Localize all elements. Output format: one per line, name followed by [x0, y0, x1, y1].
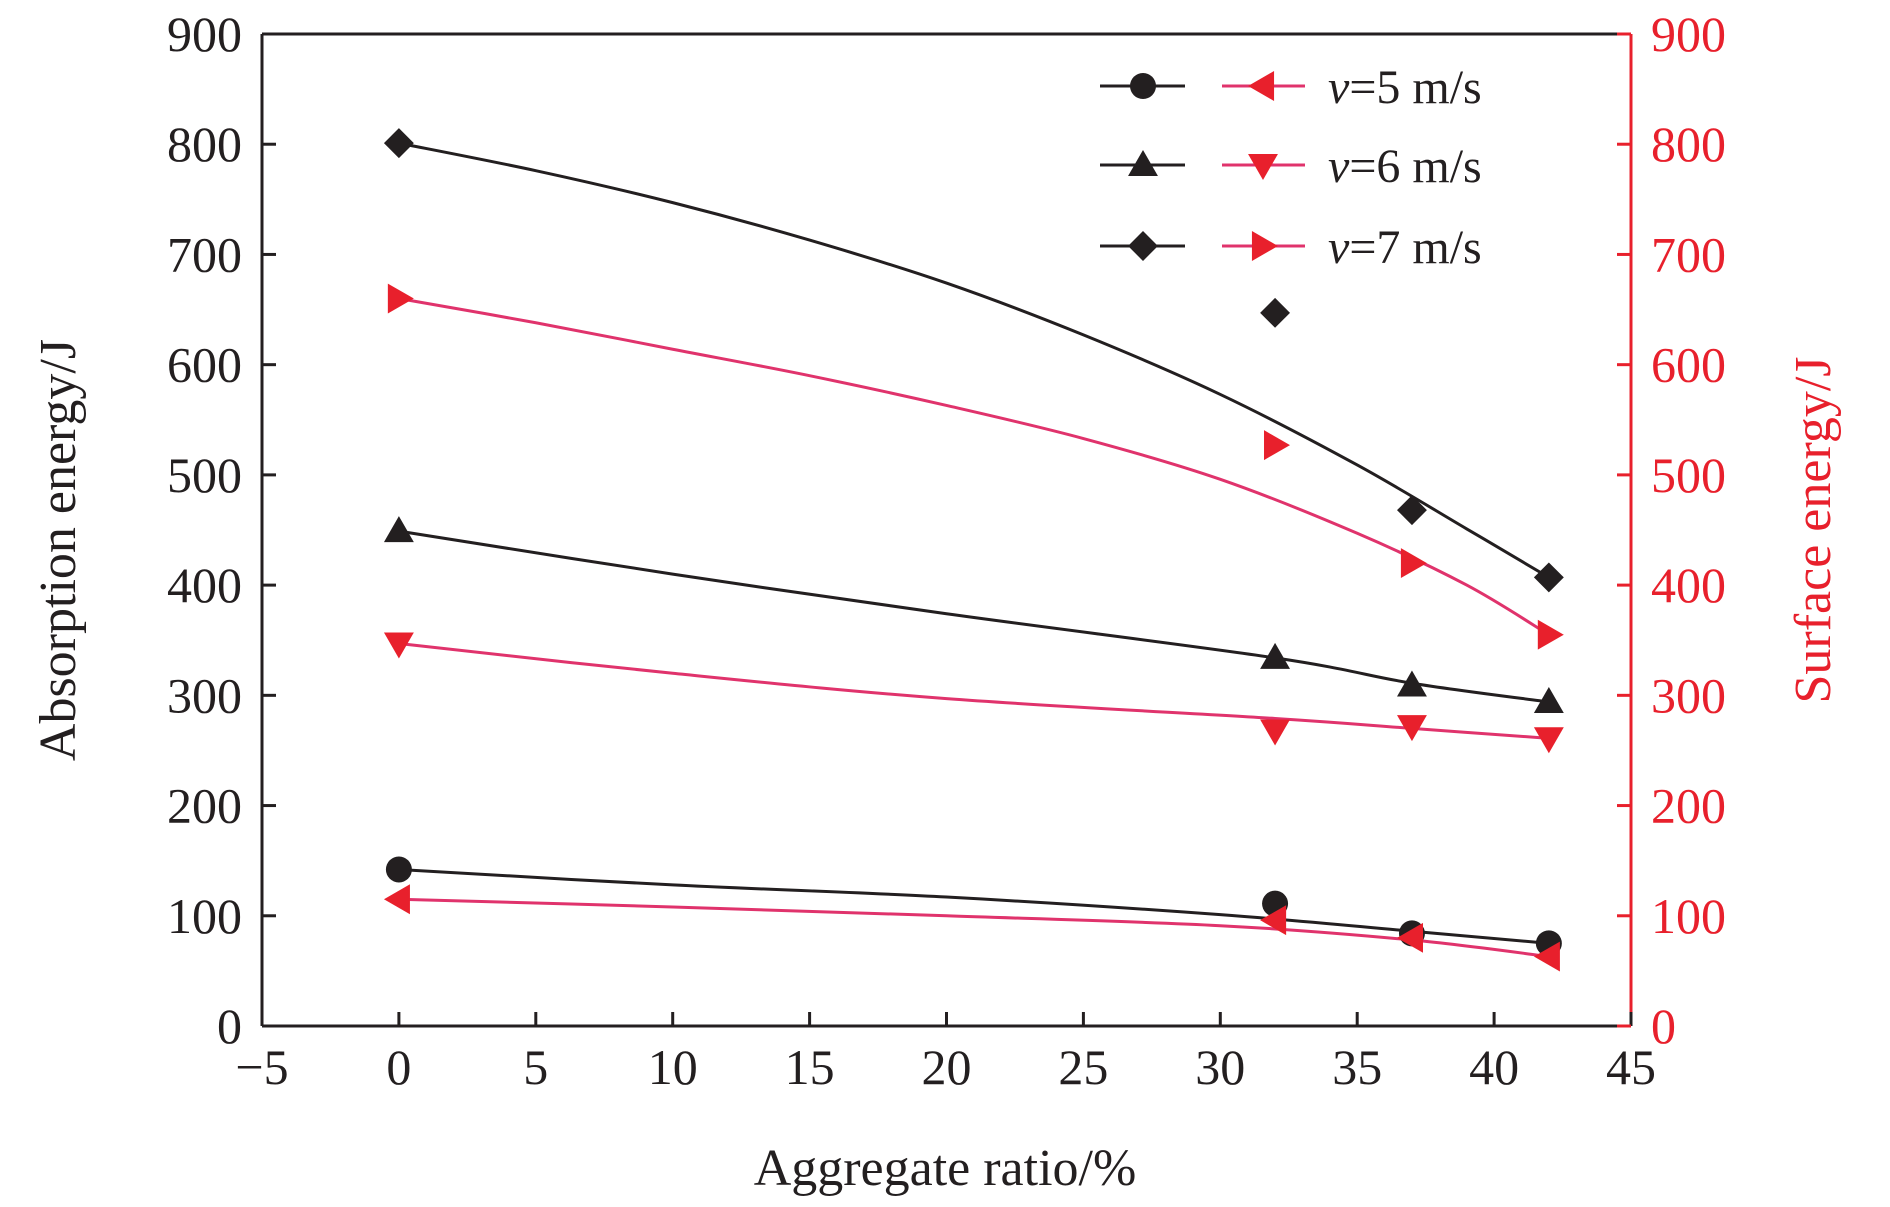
legend-label: v=6 m/s [1328, 140, 1482, 193]
surface-point-v5 [1533, 941, 1560, 972]
x-tick-label: 30 [1195, 1039, 1245, 1095]
left-y-tick-label: 900 [167, 6, 242, 62]
surface-point-v6 [1533, 727, 1564, 754]
absorption-point-v7 [1397, 495, 1427, 526]
surface-point-v5 [383, 884, 410, 915]
surface-point-v7 [387, 283, 414, 314]
surface-point-v5 [1397, 922, 1424, 953]
absorption-point-v5 [385, 856, 412, 883]
legend-label-value: =6 m/s [1349, 140, 1481, 193]
surface-point-v6 [1260, 719, 1291, 746]
x-tick-label: −5 [235, 1039, 288, 1095]
left-y-tick-label: 800 [167, 116, 242, 172]
absorption-point-v6 [1397, 670, 1427, 697]
surface-point-v6 [1397, 715, 1427, 742]
legend-label-variable: v [1328, 140, 1350, 193]
legend-label-variable: v [1328, 61, 1350, 114]
left-y-tick-label: 100 [167, 888, 242, 944]
x-tick-label: 15 [785, 1039, 835, 1095]
absorption-fit-line-v5 [398, 867, 1549, 945]
absorption-fit-line-v6 [398, 529, 1550, 704]
right-y-tick-label: 900 [1651, 6, 1726, 62]
legend-label-value: =7 m/s [1349, 221, 1481, 274]
legend-label-variable: v [1328, 221, 1350, 274]
surface-point-v7 [1400, 548, 1427, 579]
data-markers [383, 128, 1564, 972]
surface-fit-line-v6 [398, 642, 1549, 740]
x-tick-label: 45 [1606, 1039, 1656, 1095]
x-tick-label: 25 [1058, 1039, 1108, 1095]
absorption-point-v6 [383, 516, 414, 543]
left-y-tick-label: 700 [167, 226, 242, 282]
left-y-tick-label: 0 [217, 998, 242, 1054]
left-y-tick-label: 300 [167, 667, 242, 723]
legend-absorption-marker [1128, 231, 1158, 261]
right-y-tick-label: 200 [1651, 778, 1726, 834]
legend-absorption-marker [1128, 150, 1158, 177]
surface-point-v7 [1537, 619, 1564, 650]
right-y-tick-label: 400 [1651, 557, 1726, 613]
x-axis-title: Aggregate ratio/% [754, 1140, 1137, 1197]
x-tick-label: 40 [1469, 1039, 1519, 1095]
legend-surface-marker [1251, 231, 1278, 261]
legend-label: v=7 m/s [1328, 221, 1482, 274]
absorption-point-v6 [1533, 686, 1564, 713]
left-y-tick-label: 600 [167, 337, 242, 393]
absorption-point-v7 [1533, 562, 1564, 593]
right-y-tick-label: 300 [1651, 667, 1726, 723]
left-y-axis-title: Absorption energy/J [30, 339, 87, 761]
absorption-fit-line-v7 [398, 141, 1550, 579]
right-y-axis-title: Surface energy/J [1785, 356, 1842, 703]
right-y-tick-label: 600 [1651, 337, 1726, 393]
legend-absorption-marker [1130, 73, 1156, 99]
surface-fit-line-v7 [398, 297, 1550, 636]
x-tick-label: 20 [922, 1039, 972, 1095]
absorption-point-v7 [1260, 297, 1291, 328]
right-y-tick-label: 100 [1651, 888, 1726, 944]
surface-point-v5 [1260, 905, 1287, 936]
legend-label-value: =5 m/s [1349, 61, 1481, 114]
surface-point-v6 [383, 632, 414, 659]
absorption-point-v6 [1260, 642, 1291, 669]
left-y-tick-label: 400 [167, 557, 242, 613]
legend: v=5 m/sv=6 m/sv=7 m/s [1100, 61, 1482, 274]
left-y-tick-label: 500 [167, 447, 242, 503]
x-tick-label: 10 [648, 1039, 698, 1095]
left-y-tick-label: 200 [167, 778, 242, 834]
x-tick-label: 35 [1332, 1039, 1382, 1095]
right-y-tick-label: 0 [1651, 998, 1676, 1054]
absorption-point-v7 [383, 128, 414, 159]
right-y-tick-label: 700 [1651, 226, 1726, 282]
surface-point-v7 [1264, 430, 1291, 461]
legend-label: v=5 m/s [1328, 61, 1482, 114]
x-tick-label: 0 [386, 1039, 411, 1095]
x-tick-label: 5 [523, 1039, 548, 1095]
legend-surface-marker [1248, 71, 1275, 101]
right-y-tick-label: 500 [1651, 447, 1726, 503]
legend-surface-marker [1248, 153, 1278, 180]
right-y-tick-label: 800 [1651, 116, 1726, 172]
